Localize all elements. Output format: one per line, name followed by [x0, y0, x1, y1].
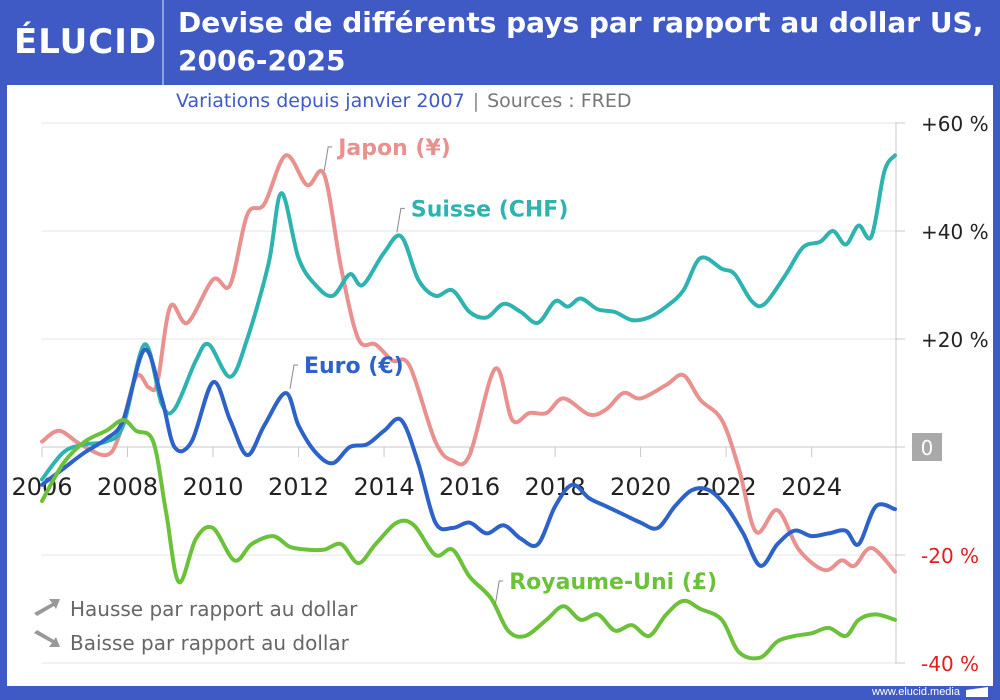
series-label-royaume-uni: Royaume-Uni (£): [509, 570, 717, 595]
annotation-leader: [289, 364, 298, 390]
legend-down-label: Baisse par rapport au dollar: [70, 631, 349, 655]
annotation-leader: [494, 580, 504, 606]
x-tick-label: 2008: [97, 473, 158, 501]
series-line-japon: [40, 153, 897, 574]
arrow-down-right-icon: [32, 630, 62, 656]
legend-up-label: Hausse par rapport au dollar: [70, 597, 358, 621]
footer-url[interactable]: www.elucid.media: [871, 686, 960, 698]
y-tick-label: -20 %: [921, 544, 979, 568]
header: ÉLUCID Devise de différents pays par rap…: [0, 0, 1000, 85]
y-tick-label: +20 %: [921, 328, 989, 352]
series-line-suisse: [40, 153, 897, 482]
zero-badge: [912, 433, 942, 461]
annotation-leader: [323, 146, 333, 171]
header-divider: [162, 0, 164, 85]
chart-subtitle: Variations depuis janvier 2007 | Sources :…: [176, 90, 632, 112]
subtitle-separator: |: [472, 90, 480, 112]
x-tick-label: 2020: [610, 473, 671, 501]
series-label-japon: Japon (¥): [336, 136, 451, 161]
subtitle-text: Variations depuis janvier 2007: [176, 90, 465, 112]
series-line-royaume-uni: [40, 418, 897, 661]
x-tick-label: 2016: [439, 473, 500, 501]
chart-title: Devise de différents pays par rapport au…: [178, 6, 984, 77]
x-tick-label: 2012: [268, 473, 329, 501]
annotation-leader: [396, 207, 405, 233]
legend-down: Baisse par rapport au dollar: [32, 630, 349, 656]
x-tick-label: 2014: [354, 473, 415, 501]
y-tick-label: -40 %: [921, 652, 979, 676]
series-label-suisse: Suisse (CHF): [411, 197, 569, 222]
series-labels: Japon (¥) Suisse (CHF) Euro (€) Royaume-Uni…: [289, 136, 717, 606]
chart-panel: [7, 85, 993, 686]
legend-up: Hausse par rapport au dollar: [32, 596, 357, 622]
series-label-euro: Euro (€): [304, 354, 404, 379]
elucid-logo: ÉLUCID: [14, 22, 158, 62]
arrow-up-right-icon: [32, 596, 62, 622]
series-line-euro: [40, 347, 897, 568]
sources-text: Sources : FRED: [487, 90, 632, 112]
y-tick-label: +60 %: [921, 112, 989, 136]
elucid-flag-icon: [966, 687, 988, 697]
x-tick-label: 2010: [182, 473, 243, 501]
x-tick-label: 2024: [781, 473, 842, 501]
y-tick-label: 0: [921, 436, 934, 460]
y-tick-label: +40 %: [921, 220, 989, 244]
series-lines: [40, 153, 897, 661]
gridlines: [42, 122, 900, 664]
